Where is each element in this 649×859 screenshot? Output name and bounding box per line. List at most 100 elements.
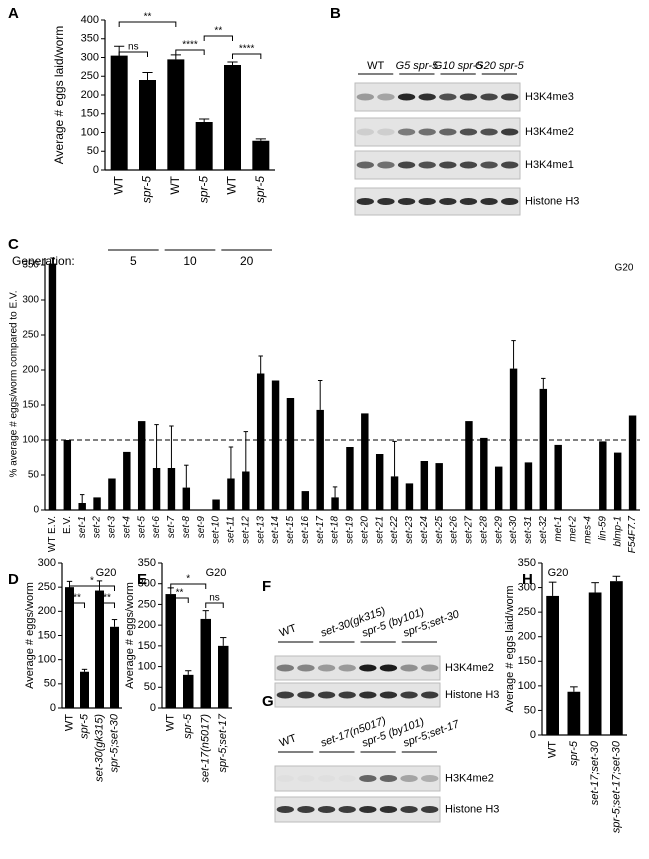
lane-group-label: G10 spr-5 [434, 60, 484, 72]
blot-row-label: Histone H3 [445, 803, 499, 815]
blot-band [501, 198, 519, 205]
bar [212, 499, 220, 510]
y-tick-label: 350 [22, 260, 39, 271]
blot-band [421, 806, 439, 813]
x-tick-label: WT [547, 741, 559, 758]
y-tick-label: 150 [518, 655, 536, 667]
blot-band [317, 664, 336, 672]
x-tick-label: lin-59 [597, 516, 608, 541]
significance-bracket [203, 35, 233, 41]
annotation: G20 [96, 567, 117, 579]
blot-row-label: H3K4me1 [525, 159, 574, 171]
blot-band [356, 128, 374, 136]
y-tick-label: 100 [138, 660, 156, 672]
bar [200, 618, 211, 708]
x-tick-label: set-18 [330, 516, 341, 544]
significance-label: ns [209, 593, 220, 604]
blot-band [480, 93, 498, 101]
bar [110, 55, 128, 170]
blot-band [297, 806, 315, 813]
y-axis-label: Average # eggs/worm [24, 582, 36, 689]
y-tick-label: 0 [150, 702, 156, 714]
x-tick-label: spr-5 [253, 176, 267, 203]
blot-band [421, 664, 439, 672]
x-tick-label: set-12 [240, 516, 251, 544]
y-axis-label: Average # eggs laid/worm [52, 26, 66, 165]
panel-letter: F [262, 578, 271, 595]
y-tick-label: 200 [81, 89, 99, 101]
significance-bracket [69, 602, 85, 608]
bar [301, 491, 310, 510]
y-tick-label: 300 [22, 295, 39, 306]
blot-band [400, 691, 418, 699]
lane-group-label: G20 spr-5 [475, 60, 525, 72]
y-tick-label: 250 [38, 581, 56, 593]
blot-band [377, 198, 395, 205]
blot-band [379, 691, 398, 699]
bar [227, 478, 235, 510]
blot-band [400, 806, 418, 813]
blot-band [400, 664, 418, 672]
y-tick-label: 150 [138, 640, 156, 652]
bar [554, 444, 562, 510]
x-tick-label: set-6 [151, 516, 162, 539]
significance-bracket [99, 602, 115, 608]
bar [110, 626, 119, 708]
x-tick-label: spr-5;set-17 [217, 713, 229, 772]
y-tick-label: 300 [81, 51, 99, 63]
blot-band [480, 198, 498, 205]
significance-bracket [170, 597, 189, 603]
x-tick-label: set-30 [508, 516, 519, 544]
bar [316, 409, 324, 510]
y-tick-label: 0 [93, 164, 99, 176]
x-tick-label: set-14 [270, 516, 281, 544]
x-tick-label: set-29 [493, 516, 504, 544]
blot-band [459, 128, 478, 136]
blot-band [359, 806, 377, 813]
blot-band [439, 198, 457, 205]
panel-letter: E [137, 571, 147, 588]
significance-bracket [175, 49, 205, 55]
blot-band [356, 161, 374, 169]
y-tick-label: 200 [22, 365, 39, 376]
generation-number: 20 [240, 254, 254, 268]
panel-letter: B [330, 5, 341, 22]
blot-row-label: H3K4me3 [525, 91, 574, 103]
significance-label: * [186, 574, 190, 585]
panel-letter: A [8, 5, 19, 22]
bar [195, 122, 213, 170]
bar [375, 454, 384, 510]
blot-band [397, 198, 416, 205]
lane-group-label: WT [278, 732, 298, 749]
bar [78, 503, 86, 510]
y-tick-label: 150 [81, 108, 99, 120]
x-tick-label: set-28 [478, 516, 489, 544]
blot-band [356, 93, 374, 101]
blot-band [276, 806, 294, 813]
blot-band [297, 775, 314, 782]
x-tick-label: set-31 [523, 516, 534, 544]
blot-band [421, 691, 439, 699]
blot-band [418, 161, 436, 169]
bar [435, 463, 443, 510]
x-tick-label: spr-5 [140, 176, 154, 203]
bar [567, 691, 581, 735]
x-tick-label: WT [165, 714, 177, 731]
bar [48, 263, 57, 510]
bar [465, 421, 473, 510]
x-tick-label: set-26 [449, 516, 460, 544]
x-tick-label: met-2 [568, 516, 579, 542]
significance-bracket [69, 585, 115, 591]
bar [63, 440, 72, 510]
generation-number: 5 [130, 254, 137, 268]
panel-letter: D [8, 571, 19, 588]
blot-band [480, 128, 498, 136]
bar [361, 413, 369, 510]
x-tick-label: set-4 [121, 516, 132, 539]
x-tick-label: F54F7.7 [627, 516, 638, 554]
significance-label: **** [182, 40, 198, 51]
blot-band [418, 128, 436, 136]
bar [152, 468, 161, 510]
blot-band [356, 198, 374, 205]
